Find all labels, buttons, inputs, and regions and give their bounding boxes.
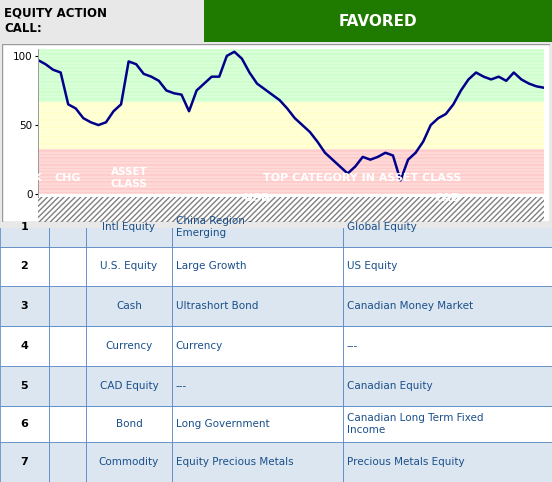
Bar xyxy=(86,442,172,482)
Text: EQUITY ACTION
CALL:: EQUITY ACTION CALL: xyxy=(4,6,107,36)
Text: Currency: Currency xyxy=(105,341,152,351)
Text: Equity Precious Metals: Equity Precious Metals xyxy=(176,457,293,467)
Text: Large Growth: Large Growth xyxy=(176,261,246,271)
Text: Currency: Currency xyxy=(176,341,223,351)
Bar xyxy=(343,326,552,366)
Text: Canadian Money Market: Canadian Money Market xyxy=(347,301,473,311)
Bar xyxy=(172,366,343,405)
Bar xyxy=(0,207,49,247)
Bar xyxy=(49,207,86,247)
Bar xyxy=(49,167,86,189)
Bar xyxy=(38,148,544,194)
Bar xyxy=(86,366,172,405)
Text: Intl Equity: Intl Equity xyxy=(102,222,156,232)
Text: Bond: Bond xyxy=(115,419,142,429)
Bar xyxy=(343,405,552,442)
Bar xyxy=(172,326,343,366)
Bar xyxy=(343,189,552,207)
Bar xyxy=(49,247,86,286)
Bar xyxy=(0,286,49,326)
Bar xyxy=(0,405,49,442)
Bar xyxy=(86,405,172,442)
Bar xyxy=(343,286,552,326)
Bar xyxy=(0,247,49,286)
Bar xyxy=(172,207,343,247)
Text: U.S. Equity: U.S. Equity xyxy=(100,261,157,271)
Text: Precious Metals Equity: Precious Metals Equity xyxy=(347,457,464,467)
Bar xyxy=(343,247,552,286)
Text: RANK: RANK xyxy=(7,173,42,183)
Bar xyxy=(343,366,552,405)
Bar xyxy=(0,167,49,189)
Bar xyxy=(0,366,49,405)
Text: CHG: CHG xyxy=(54,173,81,183)
Text: CAD Equity: CAD Equity xyxy=(99,381,158,391)
Bar xyxy=(172,189,343,207)
Text: Long Government: Long Government xyxy=(176,419,269,429)
Bar xyxy=(86,167,172,189)
Text: ASSET
CLASS: ASSET CLASS xyxy=(110,167,147,188)
Bar xyxy=(172,442,343,482)
Bar xyxy=(49,405,86,442)
Text: Ultrashort Bond: Ultrashort Bond xyxy=(176,301,258,311)
Bar xyxy=(49,366,86,405)
Bar xyxy=(343,442,552,482)
Bar xyxy=(0,442,49,482)
Text: 7: 7 xyxy=(20,457,28,467)
Text: 3: 3 xyxy=(20,301,28,311)
Text: ---: --- xyxy=(176,381,187,391)
Text: CAD: CAD xyxy=(434,193,460,203)
Text: Canadian Long Term Fixed
Income: Canadian Long Term Fixed Income xyxy=(347,413,484,435)
Bar xyxy=(172,167,552,189)
Text: 4: 4 xyxy=(20,341,28,351)
Text: ---: --- xyxy=(347,341,358,351)
Bar xyxy=(86,247,172,286)
Bar xyxy=(86,207,172,247)
Bar xyxy=(0,326,49,366)
Bar xyxy=(49,442,86,482)
Bar xyxy=(49,326,86,366)
Text: FAVORED: FAVORED xyxy=(339,13,417,28)
Bar xyxy=(172,247,343,286)
Text: USD: USD xyxy=(244,193,270,203)
Text: China Region -
Emerging: China Region - Emerging xyxy=(176,216,252,238)
Bar xyxy=(38,102,544,148)
Text: 5: 5 xyxy=(20,381,28,391)
Bar xyxy=(343,207,552,247)
Bar xyxy=(38,49,544,102)
Text: TOP CATEGORY IN ASSET CLASS: TOP CATEGORY IN ASSET CLASS xyxy=(263,173,461,183)
Text: 2: 2 xyxy=(20,261,28,271)
Text: US Equity: US Equity xyxy=(347,261,397,271)
Bar xyxy=(204,0,552,42)
Text: Commodity: Commodity xyxy=(99,457,159,467)
Bar xyxy=(0,189,172,207)
Text: Cash: Cash xyxy=(116,301,142,311)
Text: 6: 6 xyxy=(20,419,28,429)
Bar xyxy=(86,326,172,366)
Bar xyxy=(49,286,86,326)
Text: 1: 1 xyxy=(20,222,28,232)
Bar xyxy=(86,286,172,326)
Bar xyxy=(172,405,343,442)
Text: Global Equity: Global Equity xyxy=(347,222,417,232)
Bar xyxy=(172,286,343,326)
Text: Canadian Equity: Canadian Equity xyxy=(347,381,432,391)
Bar xyxy=(0,0,204,42)
